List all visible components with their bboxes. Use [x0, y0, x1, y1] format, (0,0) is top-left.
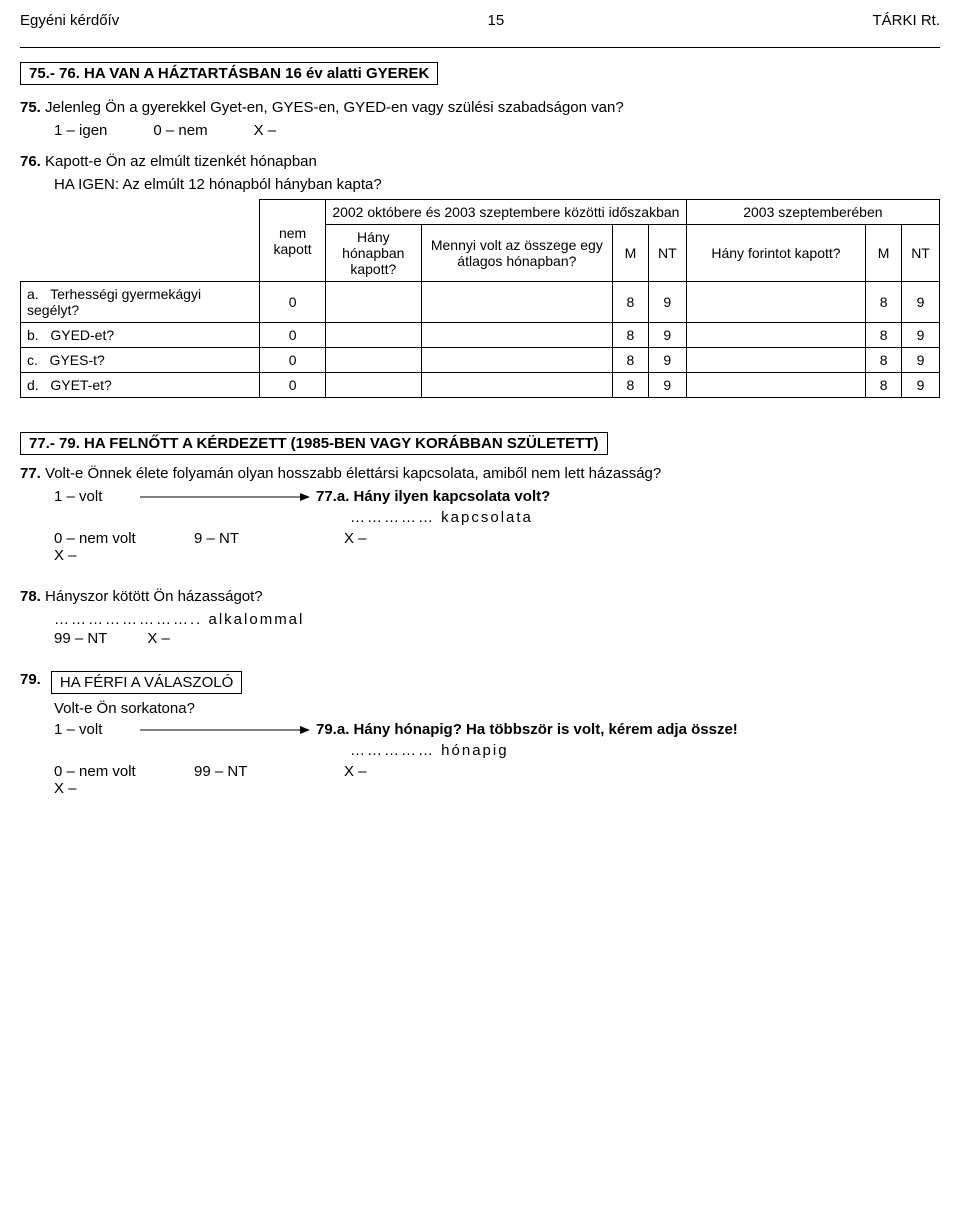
th-m1: M [613, 225, 649, 282]
q79-x[interactable]: X – [344, 763, 367, 780]
cell-mennyi[interactable] [421, 282, 612, 323]
q78-99nt[interactable]: 99 – NT [54, 630, 107, 647]
cell-mennyi[interactable] [421, 373, 612, 398]
th-mennyi: Mennyi volt az összege egy átlagos hónap… [421, 225, 612, 282]
table-row: d. GYET-et?08989 [21, 373, 940, 398]
q79-box: HA FÉRFI A VÁLASZOLÓ [51, 671, 242, 694]
q76-number: 76. [20, 153, 41, 170]
cell-nt2[interactable]: 9 [902, 373, 940, 398]
q77a-label: 77.a. Hány ilyen kapcsolata volt? [316, 488, 550, 505]
q79-x2[interactable]: X – [54, 780, 940, 797]
q77-text: Volt-e Önnek élete folyamán olyan hossza… [45, 465, 661, 482]
th-period2: 2003 szeptemberében [686, 200, 939, 225]
cell-nt2[interactable]: 9 [902, 282, 940, 323]
q75-text: Jelenleg Ön a gyerekkel Gyet-en, GYES-en… [45, 99, 624, 116]
q75-opt-0[interactable]: 0 – nem [153, 122, 207, 139]
arrow-right-icon [140, 724, 310, 736]
q79-99nt[interactable]: 99 – NT [194, 763, 304, 780]
cell-nt2[interactable]: 9 [902, 323, 940, 348]
q77-x[interactable]: X – [344, 530, 367, 547]
th-m2: M [866, 225, 902, 282]
cell-hany[interactable] [325, 348, 421, 373]
q79-opt-1[interactable]: 1 – volt [54, 721, 134, 738]
q78-number: 78. [20, 588, 41, 605]
header-left: Egyéni kérdőív [20, 12, 119, 29]
cell-m1[interactable]: 8 [613, 282, 649, 323]
cell-forint[interactable] [686, 323, 865, 348]
q79a-label: 79.a. Hány hónapig? Ha többször is volt,… [316, 721, 738, 738]
table-row: a. Terhességi gyermekágyi segélyt?08989 [21, 282, 940, 323]
q78-x[interactable]: X – [147, 630, 170, 647]
row-label: b. GYED-et? [21, 323, 260, 348]
cell-m2[interactable]: 8 [866, 373, 902, 398]
cell-hany[interactable] [325, 323, 421, 348]
arrow-right-icon [140, 491, 310, 503]
q75-opt-1[interactable]: 1 – igen [54, 122, 107, 139]
q77a-fill[interactable]: …………… kapcsolata [350, 509, 940, 526]
table-row: c. GYES-t?08989 [21, 348, 940, 373]
cell-m2[interactable]: 8 [866, 282, 902, 323]
cell-hany[interactable] [325, 373, 421, 398]
cell-nt1[interactable]: 9 [648, 373, 686, 398]
th-hany: Hány hónapban kapott? [325, 225, 421, 282]
q75-options: 1 – igen 0 – nem X – [54, 122, 940, 139]
section-77-79-title: 77.- 79. HA FELNŐTT A KÉRDEZETT (1985-BE… [20, 432, 608, 455]
cell-forint[interactable] [686, 348, 865, 373]
row-label: c. GYES-t? [21, 348, 260, 373]
q77-number: 77. [20, 465, 41, 482]
section-75-76-title: 75.- 76. HA VAN A HÁZTARTÁSBAN 16 év ala… [20, 62, 438, 85]
q79-text: Volt-e Ön sorkatona? [54, 700, 940, 717]
header-rule [20, 47, 940, 48]
cell-m2[interactable]: 8 [866, 323, 902, 348]
table-row: b. GYED-et?08989 [21, 323, 940, 348]
cell-m2[interactable]: 8 [866, 348, 902, 373]
cell-nem[interactable]: 0 [260, 323, 326, 348]
q75-number: 75. [20, 99, 41, 116]
q79a-fill[interactable]: …………… hónapig [350, 742, 940, 759]
cell-nem[interactable]: 0 [260, 348, 326, 373]
q77-x2[interactable]: X – [54, 547, 940, 564]
cell-nt1[interactable]: 9 [648, 282, 686, 323]
q77-opt-1[interactable]: 1 – volt [54, 488, 134, 505]
cell-mennyi[interactable] [421, 348, 612, 373]
q75-opt-x[interactable]: X – [254, 122, 277, 139]
cell-nem[interactable]: 0 [260, 373, 326, 398]
cell-m1[interactable]: 8 [613, 348, 649, 373]
th-forint: Hány forintot kapott? [686, 225, 865, 282]
q77-opt-0[interactable]: 0 – nem volt [54, 530, 154, 547]
cell-nt2[interactable]: 9 [902, 348, 940, 373]
th-period1: 2002 októbere és 2003 szeptembere között… [325, 200, 686, 225]
cell-forint[interactable] [686, 373, 865, 398]
row-label: a. Terhességi gyermekágyi segélyt? [21, 282, 260, 323]
q76-subtext: HA IGEN: Az elmúlt 12 hónapból hányban k… [54, 176, 940, 193]
cell-m1[interactable]: 8 [613, 373, 649, 398]
cell-m1[interactable]: 8 [613, 323, 649, 348]
row-label: d. GYET-et? [21, 373, 260, 398]
header-right: TÁRKI Rt. [872, 12, 940, 29]
cell-mennyi[interactable] [421, 323, 612, 348]
q76-table: nem kapott 2002 októbere és 2003 szeptem… [20, 199, 940, 398]
q77-9nt[interactable]: 9 – NT [194, 530, 304, 547]
q79-number: 79. [20, 671, 41, 688]
cell-nt1[interactable]: 9 [648, 348, 686, 373]
q78-text: Hányszor kötött Ön házasságot? [45, 588, 263, 605]
th-nem-kapott: nem kapott [260, 200, 326, 282]
cell-forint[interactable] [686, 282, 865, 323]
q78-fill[interactable]: …………………….. alkalommal [54, 611, 940, 628]
q79-opt-0[interactable]: 0 – nem volt [54, 763, 154, 780]
th-nt1: NT [648, 225, 686, 282]
page-header: Egyéni kérdőív 15 TÁRKI Rt. [20, 12, 940, 29]
th-nt2: NT [902, 225, 940, 282]
q76-text: Kapott-e Ön az elmúlt tizenkét hónapban [45, 153, 317, 170]
cell-nt1[interactable]: 9 [648, 323, 686, 348]
cell-nem[interactable]: 0 [260, 282, 326, 323]
cell-hany[interactable] [325, 282, 421, 323]
header-page: 15 [488, 12, 505, 29]
